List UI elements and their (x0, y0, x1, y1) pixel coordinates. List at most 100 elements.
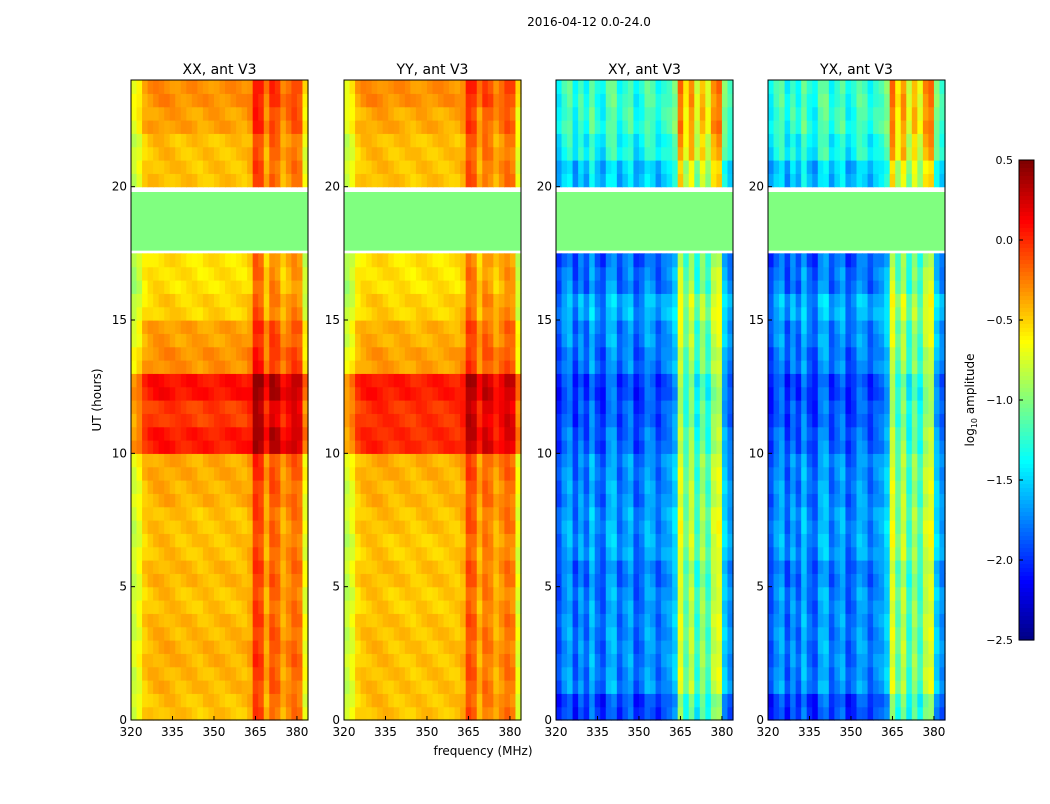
heatmap-cell (421, 560, 427, 574)
heatmap-cell (812, 640, 818, 654)
heatmap-cell (280, 373, 286, 387)
heatmap-cell (242, 573, 248, 587)
heatmap-cell (628, 493, 634, 507)
heatmap-cell (722, 653, 728, 667)
heatmap-cell (661, 467, 667, 481)
heatmap-cell (689, 320, 695, 334)
heatmap-cell (661, 453, 667, 467)
heatmap-cell (275, 587, 281, 601)
heatmap-cell (622, 480, 628, 494)
heatmap-cell (584, 307, 590, 321)
heatmap-cell (383, 427, 389, 441)
heatmap-cell (617, 387, 623, 401)
heatmap-cell (656, 533, 662, 547)
heatmap-cell (868, 480, 874, 494)
heatmap-cell (722, 320, 728, 334)
heatmap-cell (573, 520, 579, 534)
heatmap-cell (504, 493, 510, 507)
heatmap-cell (297, 507, 303, 521)
heatmap-cell (862, 480, 868, 494)
heatmap-cell (705, 533, 711, 547)
heatmap-cell (606, 373, 612, 387)
heatmap-cell (650, 680, 656, 694)
heatmap-cell (186, 293, 192, 307)
heatmap-cell (818, 507, 824, 521)
heatmap-cell (203, 413, 209, 427)
heatmap-cell (645, 160, 651, 174)
heatmap-cell (884, 613, 890, 627)
heatmap-cell (661, 693, 667, 707)
heatmap-cell (499, 347, 505, 361)
heatmap-cell (297, 693, 303, 707)
heatmap-cell (818, 387, 824, 401)
heatmap-cell (410, 80, 416, 94)
heatmap-cell (796, 693, 802, 707)
heatmap-cell (683, 533, 689, 547)
heatmap-cell (645, 280, 651, 294)
heatmap-cell (186, 560, 192, 574)
heatmap-cell (269, 253, 275, 267)
heatmap-cell (482, 333, 488, 347)
heatmap-cell (242, 480, 248, 494)
heatmap-cell (438, 560, 444, 574)
heatmap-cell (689, 253, 695, 267)
heatmap-cell (499, 133, 505, 147)
heatmap-cell (868, 693, 874, 707)
heatmap-cell (667, 107, 673, 121)
heatmap-cell (716, 667, 722, 681)
heatmap-cell (796, 440, 802, 454)
heatmap-cell (477, 533, 483, 547)
heatmap-cell (785, 680, 791, 694)
heatmap-cell (678, 493, 684, 507)
heatmap-cell (247, 267, 253, 281)
heatmap-cell (716, 280, 722, 294)
heatmap-cell (142, 173, 148, 187)
heatmap-cell (137, 680, 143, 694)
heatmap-cell (471, 427, 477, 441)
heatmap-cell (785, 573, 791, 587)
heatmap-cell (589, 360, 595, 374)
heatmap-cell (573, 680, 579, 694)
heatmap-cell (170, 253, 176, 267)
heatmap-cell (208, 387, 214, 401)
heatmap-cell (433, 707, 439, 721)
heatmap-cell (258, 507, 264, 521)
heatmap-cell (584, 507, 590, 521)
heatmap-cell (433, 640, 439, 654)
heatmap-cell (573, 333, 579, 347)
heatmap-cell (779, 560, 785, 574)
heatmap-cell (253, 600, 259, 614)
heatmap-cell (678, 680, 684, 694)
heatmap-cell (823, 560, 829, 574)
heatmap-cell (873, 560, 879, 574)
heatmap-cell (722, 560, 728, 574)
heatmap-cell (672, 707, 678, 721)
heatmap-cell (355, 653, 361, 667)
heatmap-cell (510, 360, 516, 374)
heatmap-cell (573, 360, 579, 374)
heatmap-cell (427, 467, 433, 481)
heatmap-cell (253, 427, 259, 441)
heatmap-cell (556, 667, 562, 681)
heatmap-cell (493, 707, 499, 721)
heatmap-cell (350, 600, 356, 614)
heatmap-cell (845, 653, 851, 667)
heatmap-cell (840, 573, 846, 587)
x-tick-label: 335 (374, 725, 397, 739)
heatmap-cell (231, 147, 237, 161)
heatmap-cell (578, 133, 584, 147)
heatmap-cell (890, 613, 896, 627)
heatmap-cell (617, 667, 623, 681)
heatmap-cell (650, 520, 656, 534)
heatmap-cell (203, 280, 209, 294)
heatmap-cell (466, 307, 472, 321)
heatmap-cell (159, 627, 165, 641)
heatmap-cell (595, 160, 601, 174)
heatmap-cell (840, 693, 846, 707)
heatmap-cell (923, 587, 929, 601)
heatmap-cell (377, 400, 383, 414)
heatmap-cell (377, 280, 383, 294)
heatmap-cell (689, 533, 695, 547)
heatmap-cell (716, 653, 722, 667)
heatmap-cell (175, 587, 181, 601)
